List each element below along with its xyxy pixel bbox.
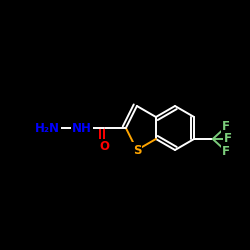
Text: S: S [133, 144, 141, 156]
Text: F: F [224, 132, 232, 145]
Text: F: F [222, 144, 230, 158]
Text: O: O [99, 140, 109, 153]
Text: NH: NH [72, 122, 92, 134]
Text: F: F [222, 120, 230, 134]
Text: H₂N: H₂N [35, 122, 60, 134]
